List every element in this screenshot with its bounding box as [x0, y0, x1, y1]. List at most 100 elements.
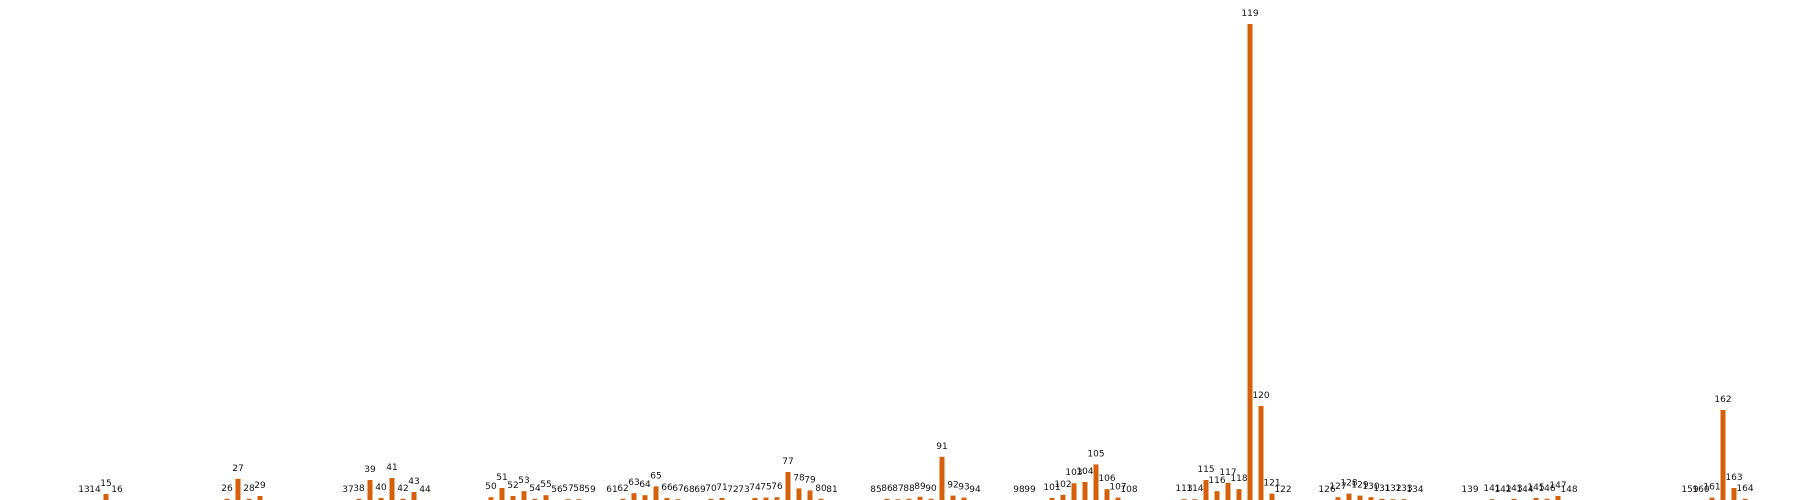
- bar-107: [1115, 497, 1121, 500]
- bar-label-59: 59: [584, 485, 596, 495]
- bar-label-52: 52: [507, 481, 518, 491]
- bar-143: [1511, 498, 1517, 500]
- bar-80: [818, 498, 824, 500]
- bar-label-161: 161: [1703, 483, 1720, 493]
- bar-86: [884, 498, 890, 500]
- bar-label-94: 94: [969, 485, 981, 495]
- bar-label-105: 105: [1087, 449, 1104, 459]
- bar-118: [1236, 489, 1242, 500]
- bar-label-88: 88: [903, 484, 915, 494]
- bar-75: [763, 497, 769, 500]
- bar-label-71: 71: [716, 483, 727, 493]
- bar-label-159: 159: [1681, 485, 1698, 495]
- bar-26: [224, 498, 230, 500]
- bar-52: [510, 496, 516, 500]
- bar-label-120: 120: [1252, 391, 1269, 401]
- bar-91: [939, 456, 945, 500]
- bar-40: [378, 498, 384, 500]
- bar-label-104: 104: [1076, 467, 1093, 477]
- bar-label-44: 44: [419, 485, 431, 495]
- bar-103: [1071, 483, 1077, 500]
- bar-label-98: 98: [1013, 485, 1025, 495]
- bar-77: [785, 472, 791, 500]
- bar-label-67: 67: [672, 484, 683, 494]
- bar-label-16: 16: [111, 485, 123, 495]
- bar-label-27: 27: [232, 464, 243, 474]
- bar-label-53: 53: [518, 476, 529, 486]
- bar-label-164: 164: [1736, 484, 1753, 494]
- bar-51: [499, 488, 505, 500]
- bar-63: [631, 493, 637, 500]
- bar-label-78: 78: [793, 473, 805, 483]
- bar-90: [928, 498, 934, 500]
- bar-label-39: 39: [364, 465, 376, 475]
- bar-label-58: 58: [573, 484, 585, 494]
- bar-66: [664, 498, 670, 500]
- bar-15: [103, 494, 109, 500]
- bar-label-128: 128: [1340, 479, 1357, 489]
- bar-label-81: 81: [826, 485, 837, 495]
- bar-label-68: 68: [683, 485, 695, 495]
- bar-92: [950, 495, 956, 500]
- bar-label-145: 145: [1527, 483, 1544, 493]
- bar-label-62: 62: [617, 484, 628, 494]
- bar-label-76: 76: [771, 482, 783, 492]
- bar-130: [1368, 497, 1374, 500]
- bar-42: [400, 498, 406, 500]
- bar-145: [1533, 498, 1539, 500]
- bar-43: [411, 492, 417, 500]
- bar-121: [1269, 493, 1275, 500]
- bar-116: [1214, 491, 1220, 500]
- bar-label-91: 91: [936, 442, 947, 452]
- bar-label-126: 126: [1318, 485, 1335, 495]
- bar-label-160: 160: [1692, 485, 1709, 495]
- bar-128: [1346, 493, 1352, 500]
- bar-93: [961, 497, 967, 500]
- bar-41: [389, 478, 395, 500]
- bar-label-99: 99: [1024, 485, 1036, 495]
- bar-54: [532, 498, 538, 500]
- bar-label-130: 130: [1362, 482, 1379, 492]
- bar-label-77: 77: [782, 457, 793, 467]
- bar-label-73: 73: [738, 485, 749, 495]
- bar-label-38: 38: [353, 484, 365, 494]
- bar-39: [367, 480, 373, 500]
- bar-38: [356, 498, 362, 500]
- bar-76: [774, 497, 780, 500]
- bar-label-29: 29: [254, 481, 266, 491]
- bar-164: [1742, 498, 1748, 500]
- bar-label-86: 86: [881, 484, 893, 494]
- bar-label-72: 72: [727, 485, 738, 495]
- bar-162: [1720, 410, 1726, 500]
- bar-label-148: 148: [1560, 485, 1577, 495]
- bar-65: [653, 486, 659, 500]
- bar-27: [235, 478, 241, 500]
- bar-label-63: 63: [628, 478, 639, 488]
- bar-label-37: 37: [342, 485, 353, 495]
- bar-label-133: 133: [1395, 484, 1412, 494]
- bar-label-61: 61: [606, 485, 617, 495]
- bar-74: [752, 498, 758, 500]
- bar-label-141: 141: [1483, 484, 1500, 494]
- bar-163: [1731, 488, 1737, 500]
- bar-55: [543, 495, 549, 500]
- bar-label-122: 122: [1274, 485, 1291, 495]
- bar-label-51: 51: [496, 473, 507, 483]
- bar-28: [246, 498, 252, 500]
- bar-label-28: 28: [243, 484, 255, 494]
- bar-label-118: 118: [1230, 474, 1247, 484]
- bar-label-119: 119: [1241, 9, 1258, 19]
- bar-label-116: 116: [1208, 476, 1225, 486]
- bar-119: [1247, 24, 1253, 500]
- bar-102: [1060, 494, 1066, 500]
- bar-label-69: 69: [694, 485, 706, 495]
- bar-50: [488, 497, 494, 500]
- bar-label-131: 131: [1373, 484, 1390, 494]
- bar-label-102: 102: [1054, 480, 1071, 490]
- bar-label-42: 42: [397, 484, 408, 494]
- bar-label-54: 54: [529, 484, 541, 494]
- bar-79: [807, 490, 813, 500]
- bar-label-134: 134: [1406, 485, 1423, 495]
